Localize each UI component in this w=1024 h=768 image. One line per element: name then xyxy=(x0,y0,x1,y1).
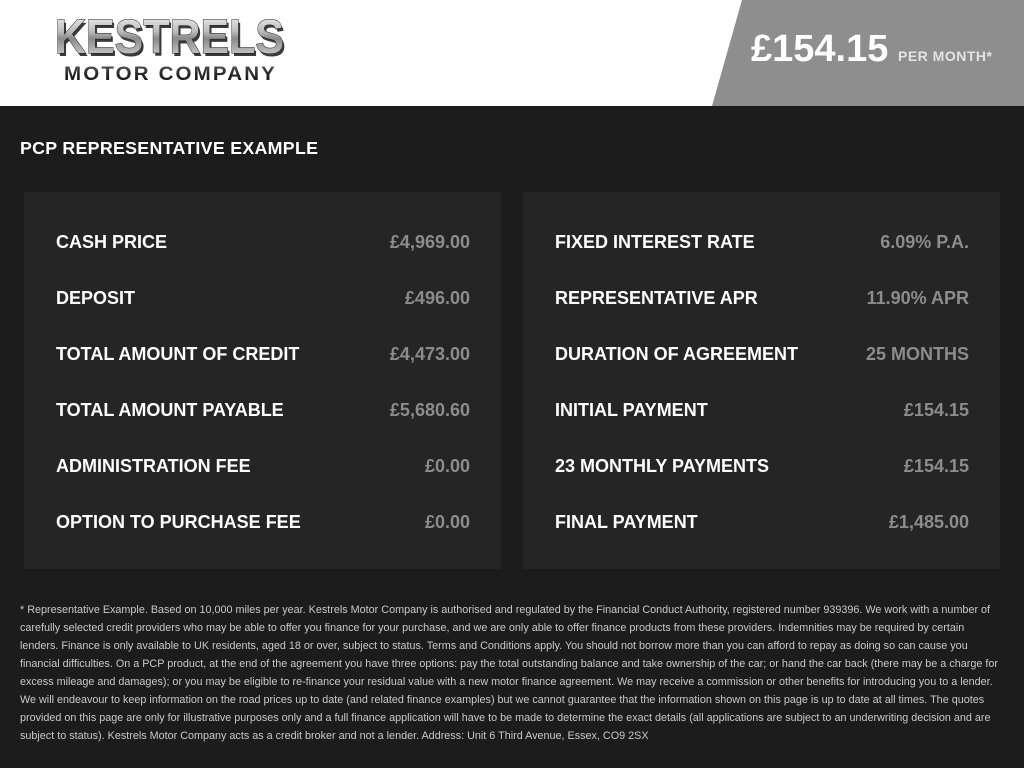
svg-text:MOTOR COMPANY: MOTOR COMPANY xyxy=(64,64,277,85)
svg-text:KESTRELS: KESTRELS xyxy=(55,11,284,64)
